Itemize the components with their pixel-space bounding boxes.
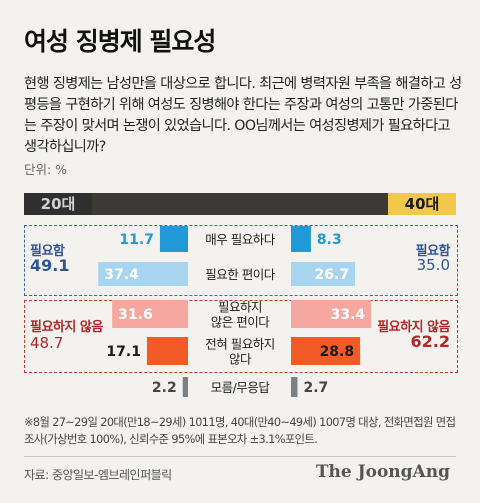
no-need-40s-total: 62.2	[410, 332, 450, 351]
value-label-20s-4: 2.2	[152, 380, 177, 396]
category-label-2-line-1: 않은 편이다	[211, 315, 270, 330]
no-need-label-right: 필요하지 않음	[377, 320, 450, 335]
category-label-0-line-0: 매우 필요하다	[205, 232, 275, 247]
group-40s-label: 40대	[388, 193, 456, 215]
butterfly-bar-chart: 11.7 8.3 매우 필요하다 37.4 26.7 필요한 편이다 31.6 33.4 필요하…	[98, 226, 372, 397]
age-header-bar	[24, 193, 456, 215]
no-need-20s-total: 48.7	[30, 334, 64, 352]
bar-40s-4	[291, 377, 298, 397]
bar-20s-3	[146, 337, 188, 365]
need-40s-total: 35.0	[416, 256, 450, 274]
need-summary-box	[24, 225, 458, 296]
value-label-20s-0: 11.7	[119, 232, 154, 248]
no-need-label-left: 필요하지 않음	[30, 320, 103, 335]
category-label-4-line-0: 모름/무응답	[211, 380, 271, 395]
chart-title: 여성 징병제 필요성	[24, 27, 216, 56]
value-label-20s-1: 37.4	[104, 267, 139, 283]
need-label-right: 필요함	[415, 244, 451, 259]
need-20s-total: 49.1	[30, 256, 70, 275]
no-need-summary-box	[24, 300, 458, 373]
value-label-40s-1: 26.7	[315, 267, 350, 283]
bar-40s-1	[291, 262, 356, 286]
bar-20s-1	[98, 262, 188, 286]
value-label-40s-4: 2.7	[303, 380, 328, 396]
unit-label: 단위: %	[24, 162, 68, 177]
category-label-2-line-0: 필요하지	[218, 300, 262, 315]
category-label-3-line-1: 않다	[229, 352, 252, 367]
bar-20s-4	[182, 377, 188, 397]
bar-40s-2	[291, 300, 372, 328]
value-label-40s-0: 8.3	[317, 232, 342, 248]
bar-40s-0	[291, 226, 311, 252]
source-credit: 자료: 중앙일보-엠브레인퍼블릭	[24, 468, 172, 482]
bar-40s-3	[291, 337, 361, 365]
footnote: ※8월 27~29일 20대(만18~29세) 1011명, 40대(만40~4…	[24, 416, 456, 446]
bar-20s-0	[159, 226, 188, 252]
publisher-logo: The JoongAng	[315, 462, 450, 482]
group-20s-label: 20대	[24, 193, 92, 215]
survey-question: 현행 징병제는 남성만을 대상으로 합니다. 최근에 병력자원 부족을 해결하고…	[24, 76, 462, 155]
value-label-20s-2: 31.6	[118, 307, 153, 323]
value-label-40s-3: 28.8	[320, 344, 355, 360]
bar-20s-2	[112, 300, 188, 328]
footer-divider	[24, 456, 456, 457]
need-label-left: 필요함	[30, 244, 65, 259]
value-label-40s-2: 33.4	[331, 307, 366, 323]
category-label-1-line-0: 필요한 편이다	[205, 267, 275, 282]
value-label-20s-3: 17.1	[106, 344, 141, 360]
category-label-3-line-0: 전혀 필요하지	[205, 337, 274, 352]
